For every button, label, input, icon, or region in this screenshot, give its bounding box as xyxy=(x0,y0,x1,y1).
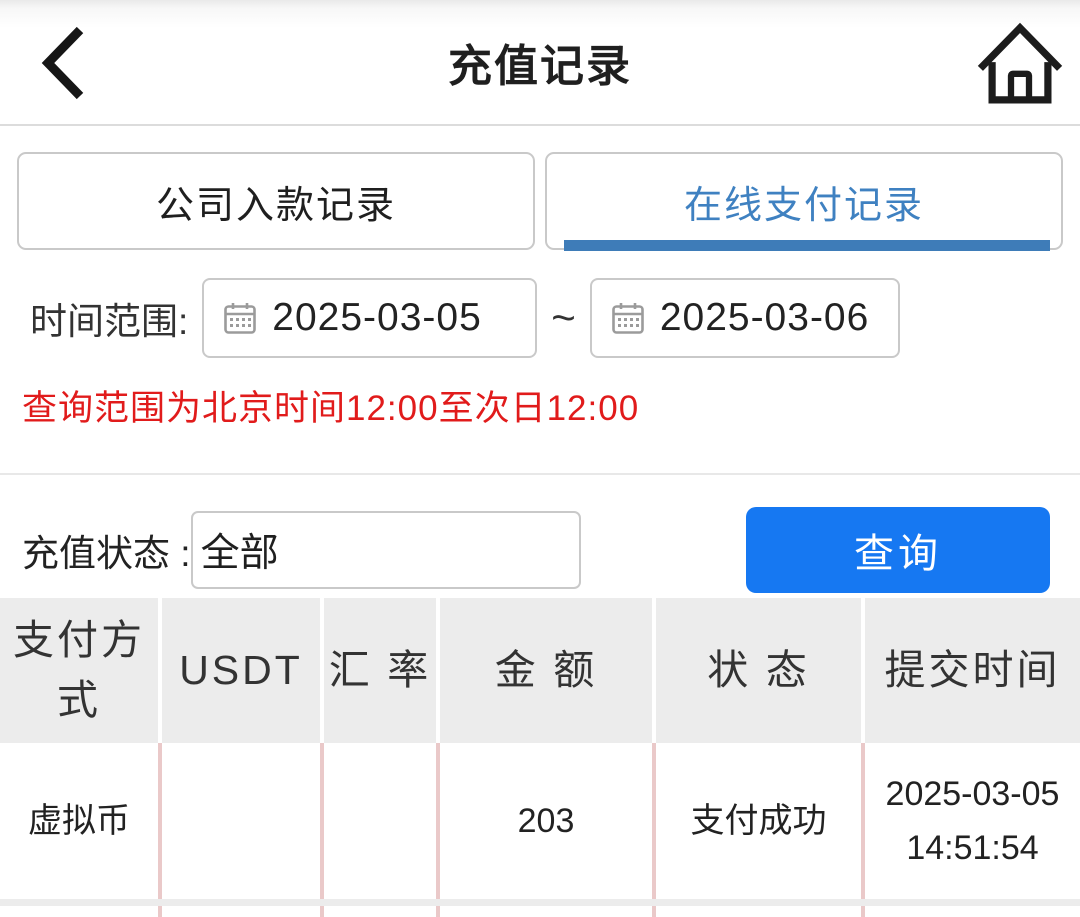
query-range-notice: 查询范围为北京时间12:00至次日12:00 xyxy=(22,389,640,428)
recharge-status-label: 充值状态 : xyxy=(22,533,191,574)
cell-status: 支付成功 xyxy=(656,743,861,899)
home-icon xyxy=(975,18,1065,111)
records-table: 支付方式 USDT 汇 率 金 额 状 态 提交时间 虚拟币 203 支付成功 … xyxy=(0,598,1080,917)
recharge-status-value: 全部 xyxy=(200,532,279,575)
col-header-submit-time: 提交时间 xyxy=(865,598,1080,743)
section-divider xyxy=(0,473,1080,475)
appbar: 充值记录 xyxy=(0,0,1080,126)
recharge-status-input[interactable]: 全部 xyxy=(190,511,581,589)
date-from-value: 2025-03-05 xyxy=(272,296,482,339)
tab-company-deposit-records[interactable]: 公司入款记录 xyxy=(17,152,535,250)
record-tabs: 公司入款记录 在线支付记录 xyxy=(17,152,1063,251)
date-range-label: 时间范围: xyxy=(30,301,189,342)
table-row: 虚拟币 203 支付成功 2025-03-05 14:51:54 xyxy=(0,743,1080,899)
cell-amount: 203 xyxy=(440,743,652,899)
date-range-row: 时间范围: 2025-03-05 ~ xyxy=(30,278,1080,358)
calendar-icon xyxy=(222,300,258,336)
calendar-icon xyxy=(610,300,646,336)
date-to-input[interactable]: 2025-03-06 xyxy=(589,278,900,358)
col-header-payment-method: 支付方式 xyxy=(0,598,158,743)
chevron-left-icon xyxy=(40,24,86,105)
col-header-amount: 金 额 xyxy=(440,598,652,743)
table-row-partial xyxy=(0,906,1080,917)
cell-usdt xyxy=(162,743,320,899)
date-to-value: 2025-03-06 xyxy=(659,296,870,339)
cell-payment-method: 虚拟币 xyxy=(0,743,158,899)
status-filter-row: 充值状态 : 全部 查询 xyxy=(22,507,1050,593)
cell-rate xyxy=(324,743,436,899)
col-header-rate: 汇 率 xyxy=(324,598,436,743)
col-header-usdt: USDT xyxy=(162,598,320,743)
date-from-input[interactable]: 2025-03-05 xyxy=(202,278,538,358)
row-divider xyxy=(0,899,1080,906)
tab-online-payment-records[interactable]: 在线支付记录 xyxy=(545,152,1063,251)
table-header-row: 支付方式 USDT 汇 率 金 额 状 态 提交时间 xyxy=(0,598,1080,743)
col-header-status: 状 态 xyxy=(656,598,861,743)
date-range-separator: ~ xyxy=(551,294,576,341)
home-button[interactable] xyxy=(974,18,1066,110)
query-button[interactable]: 查询 xyxy=(746,507,1050,593)
back-button[interactable] xyxy=(28,22,98,106)
cell-submit-time: 2025-03-05 14:51:54 xyxy=(865,743,1080,899)
page-title: 充值记录 xyxy=(448,42,632,91)
